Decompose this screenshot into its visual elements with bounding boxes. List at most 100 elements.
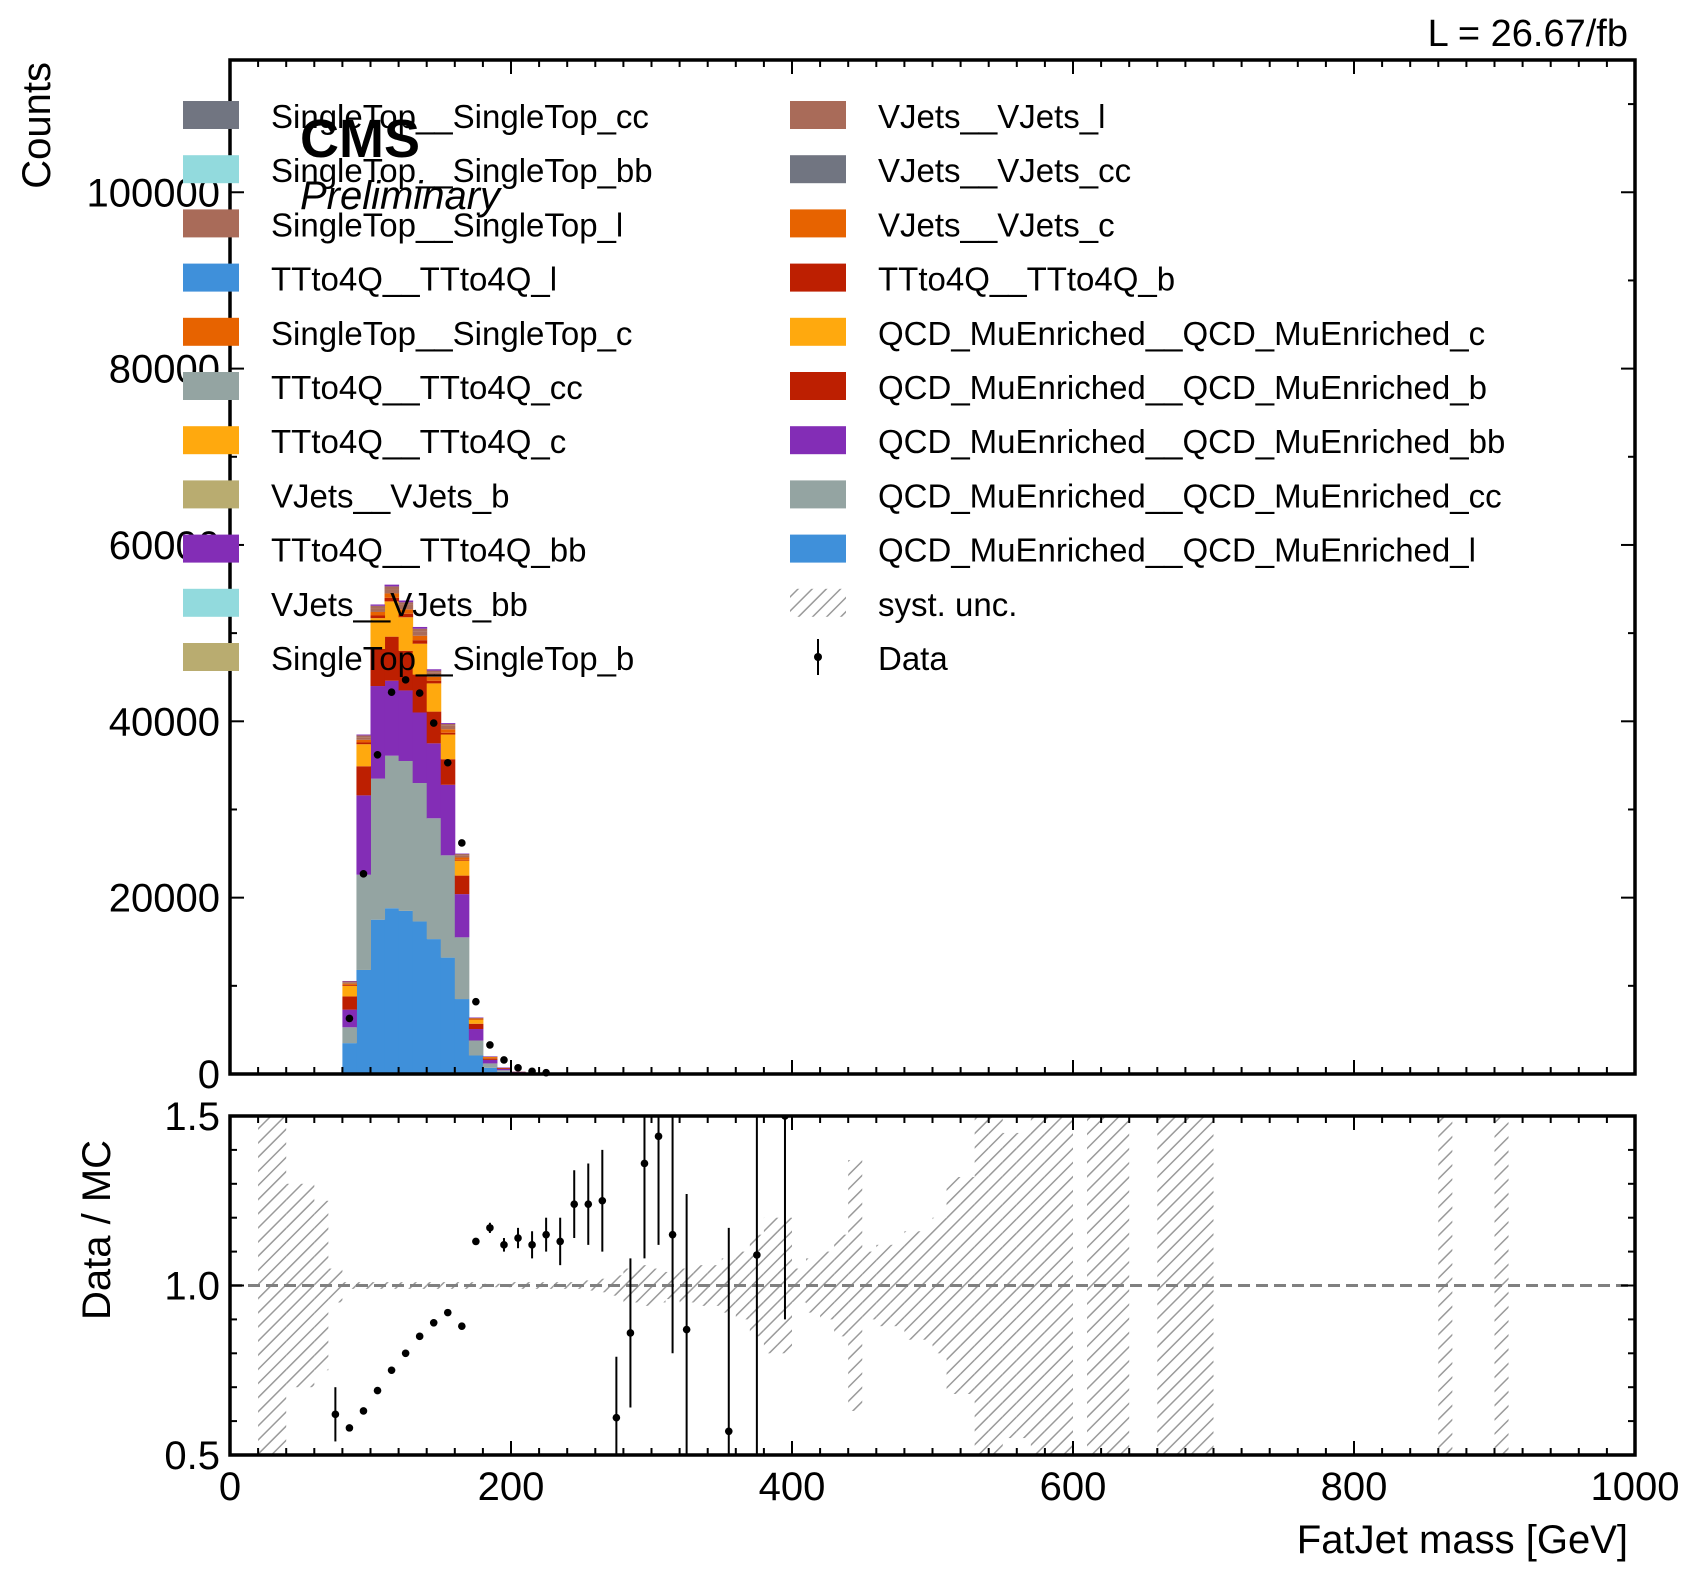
stack-bar — [440, 957, 456, 1074]
syst-band-segment — [960, 1177, 975, 1394]
ratio-point — [345, 1424, 354, 1432]
legend-entry-label: VJets__VJets_bb — [271, 586, 528, 623]
stack-bar — [356, 735, 371, 738]
legend-entry-label: TTto4Q__TTto4Q_bb — [271, 532, 586, 569]
data-point — [429, 719, 438, 727]
x-tick-label: 200 — [478, 1465, 545, 1509]
x-tick-label: 0 — [219, 1465, 241, 1509]
syst-band-segment — [904, 1231, 919, 1340]
stack-bar — [384, 593, 400, 598]
legend-entry-label: SingleTop__SingleTop_c — [271, 315, 632, 352]
stack-bar — [454, 853, 470, 855]
data-point — [500, 1056, 508, 1064]
stack-bar — [440, 723, 456, 724]
stack-bar — [370, 618, 386, 650]
stack-bar — [454, 860, 470, 876]
stack-bar — [482, 1056, 498, 1057]
legend-swatch — [790, 101, 846, 129]
stack-bar — [370, 611, 386, 616]
ratio-point — [528, 1241, 536, 1249]
ratio-point — [682, 1325, 691, 1334]
data-point — [345, 1014, 354, 1023]
stack-bar — [384, 636, 400, 681]
y-tick-label: 40000 — [109, 700, 220, 744]
ratio-point — [584, 1200, 593, 1208]
stack-bar — [496, 1067, 512, 1069]
stack-bar — [482, 1056, 498, 1059]
ratio-points — [331, 1116, 789, 1455]
legend-entry-label: TTto4Q__TTto4Q_l — [271, 261, 557, 298]
legend-swatch — [183, 534, 239, 563]
stack-bar — [496, 1070, 512, 1072]
stack-bar — [342, 985, 357, 997]
legend-entry-label: QCD_MuEnriched__QCD_MuEnriched_cc — [878, 477, 1502, 514]
stack-bar — [342, 996, 357, 1010]
ratio-point — [415, 1332, 424, 1341]
stack-bar — [496, 1068, 512, 1069]
stacked-bars — [342, 584, 540, 1074]
data-point — [472, 997, 480, 1006]
stack-bar — [468, 1040, 484, 1056]
ratio-point — [556, 1237, 564, 1246]
legend-entry-label: QCD_MuEnriched__QCD_MuEnriched_c — [878, 315, 1485, 352]
ratio-point — [472, 1237, 480, 1246]
stack-bar — [468, 1017, 484, 1019]
stack-bar — [454, 875, 470, 895]
ratio-point — [626, 1329, 635, 1337]
x-axis-label: FatJet mass [GeV] — [1297, 1518, 1628, 1562]
stack-bar — [454, 999, 470, 1074]
stack-bar — [482, 1059, 498, 1064]
stack-bar — [468, 1055, 484, 1074]
stack-bar — [426, 939, 442, 1074]
legend-entry-label: TTto4Q__TTto4Q_b — [878, 261, 1175, 298]
y-tick-label: 1.5 — [164, 1095, 220, 1139]
stack-bar — [482, 1058, 498, 1060]
stack-bar — [370, 615, 386, 619]
stack-bar — [454, 857, 470, 860]
stack-bar — [356, 742, 371, 745]
stack-bar — [342, 983, 357, 985]
stack-bar — [384, 755, 400, 909]
stack-bar — [342, 1043, 357, 1074]
stack-bar — [412, 640, 428, 644]
stack-bar — [426, 680, 442, 684]
stack-bar — [370, 604, 386, 606]
stack-bar — [440, 855, 456, 958]
x-tick-label: 1000 — [1591, 1465, 1680, 1509]
stack-bar — [454, 894, 470, 938]
stack-bar — [426, 711, 442, 744]
stack-bar — [468, 1023, 484, 1030]
legend-entry-label: SingleTop__SingleTop_cc — [271, 98, 649, 135]
ratio-y-axis-label: Data / MC — [75, 1140, 119, 1320]
legend-swatch — [790, 480, 846, 509]
stack-bar — [468, 1018, 484, 1019]
stack-bar — [468, 1029, 484, 1041]
stack-bar — [384, 601, 400, 637]
legend-swatch — [790, 317, 846, 346]
data-point — [486, 1041, 494, 1049]
stack-bar — [412, 783, 428, 922]
legend-swatch — [183, 263, 239, 292]
syst-band-segment — [398, 1282, 413, 1289]
stack-bar — [398, 613, 414, 618]
x-tick-label: 800 — [1321, 1465, 1388, 1509]
ratio-point — [458, 1322, 466, 1330]
y-tick-label: 0.5 — [164, 1434, 220, 1478]
legend-swatch — [790, 372, 846, 400]
ratio-point — [570, 1200, 579, 1208]
data-point — [401, 676, 410, 684]
ratio-point — [654, 1132, 663, 1141]
stack-bar — [384, 586, 400, 590]
stack-bar — [496, 1068, 512, 1071]
syst-band-segment — [384, 1282, 399, 1289]
stack-bar — [482, 1063, 498, 1068]
stack-bar — [412, 643, 428, 675]
stack-bar — [482, 1067, 498, 1074]
stack-bar — [412, 921, 428, 1074]
x-tick-label: 600 — [1040, 1465, 1107, 1509]
data-point — [387, 688, 396, 697]
stack-bar — [398, 760, 414, 911]
stack-bar — [356, 744, 371, 767]
stack-bar — [398, 617, 414, 651]
legend-entry-label: VJets__VJets_b — [271, 477, 509, 514]
